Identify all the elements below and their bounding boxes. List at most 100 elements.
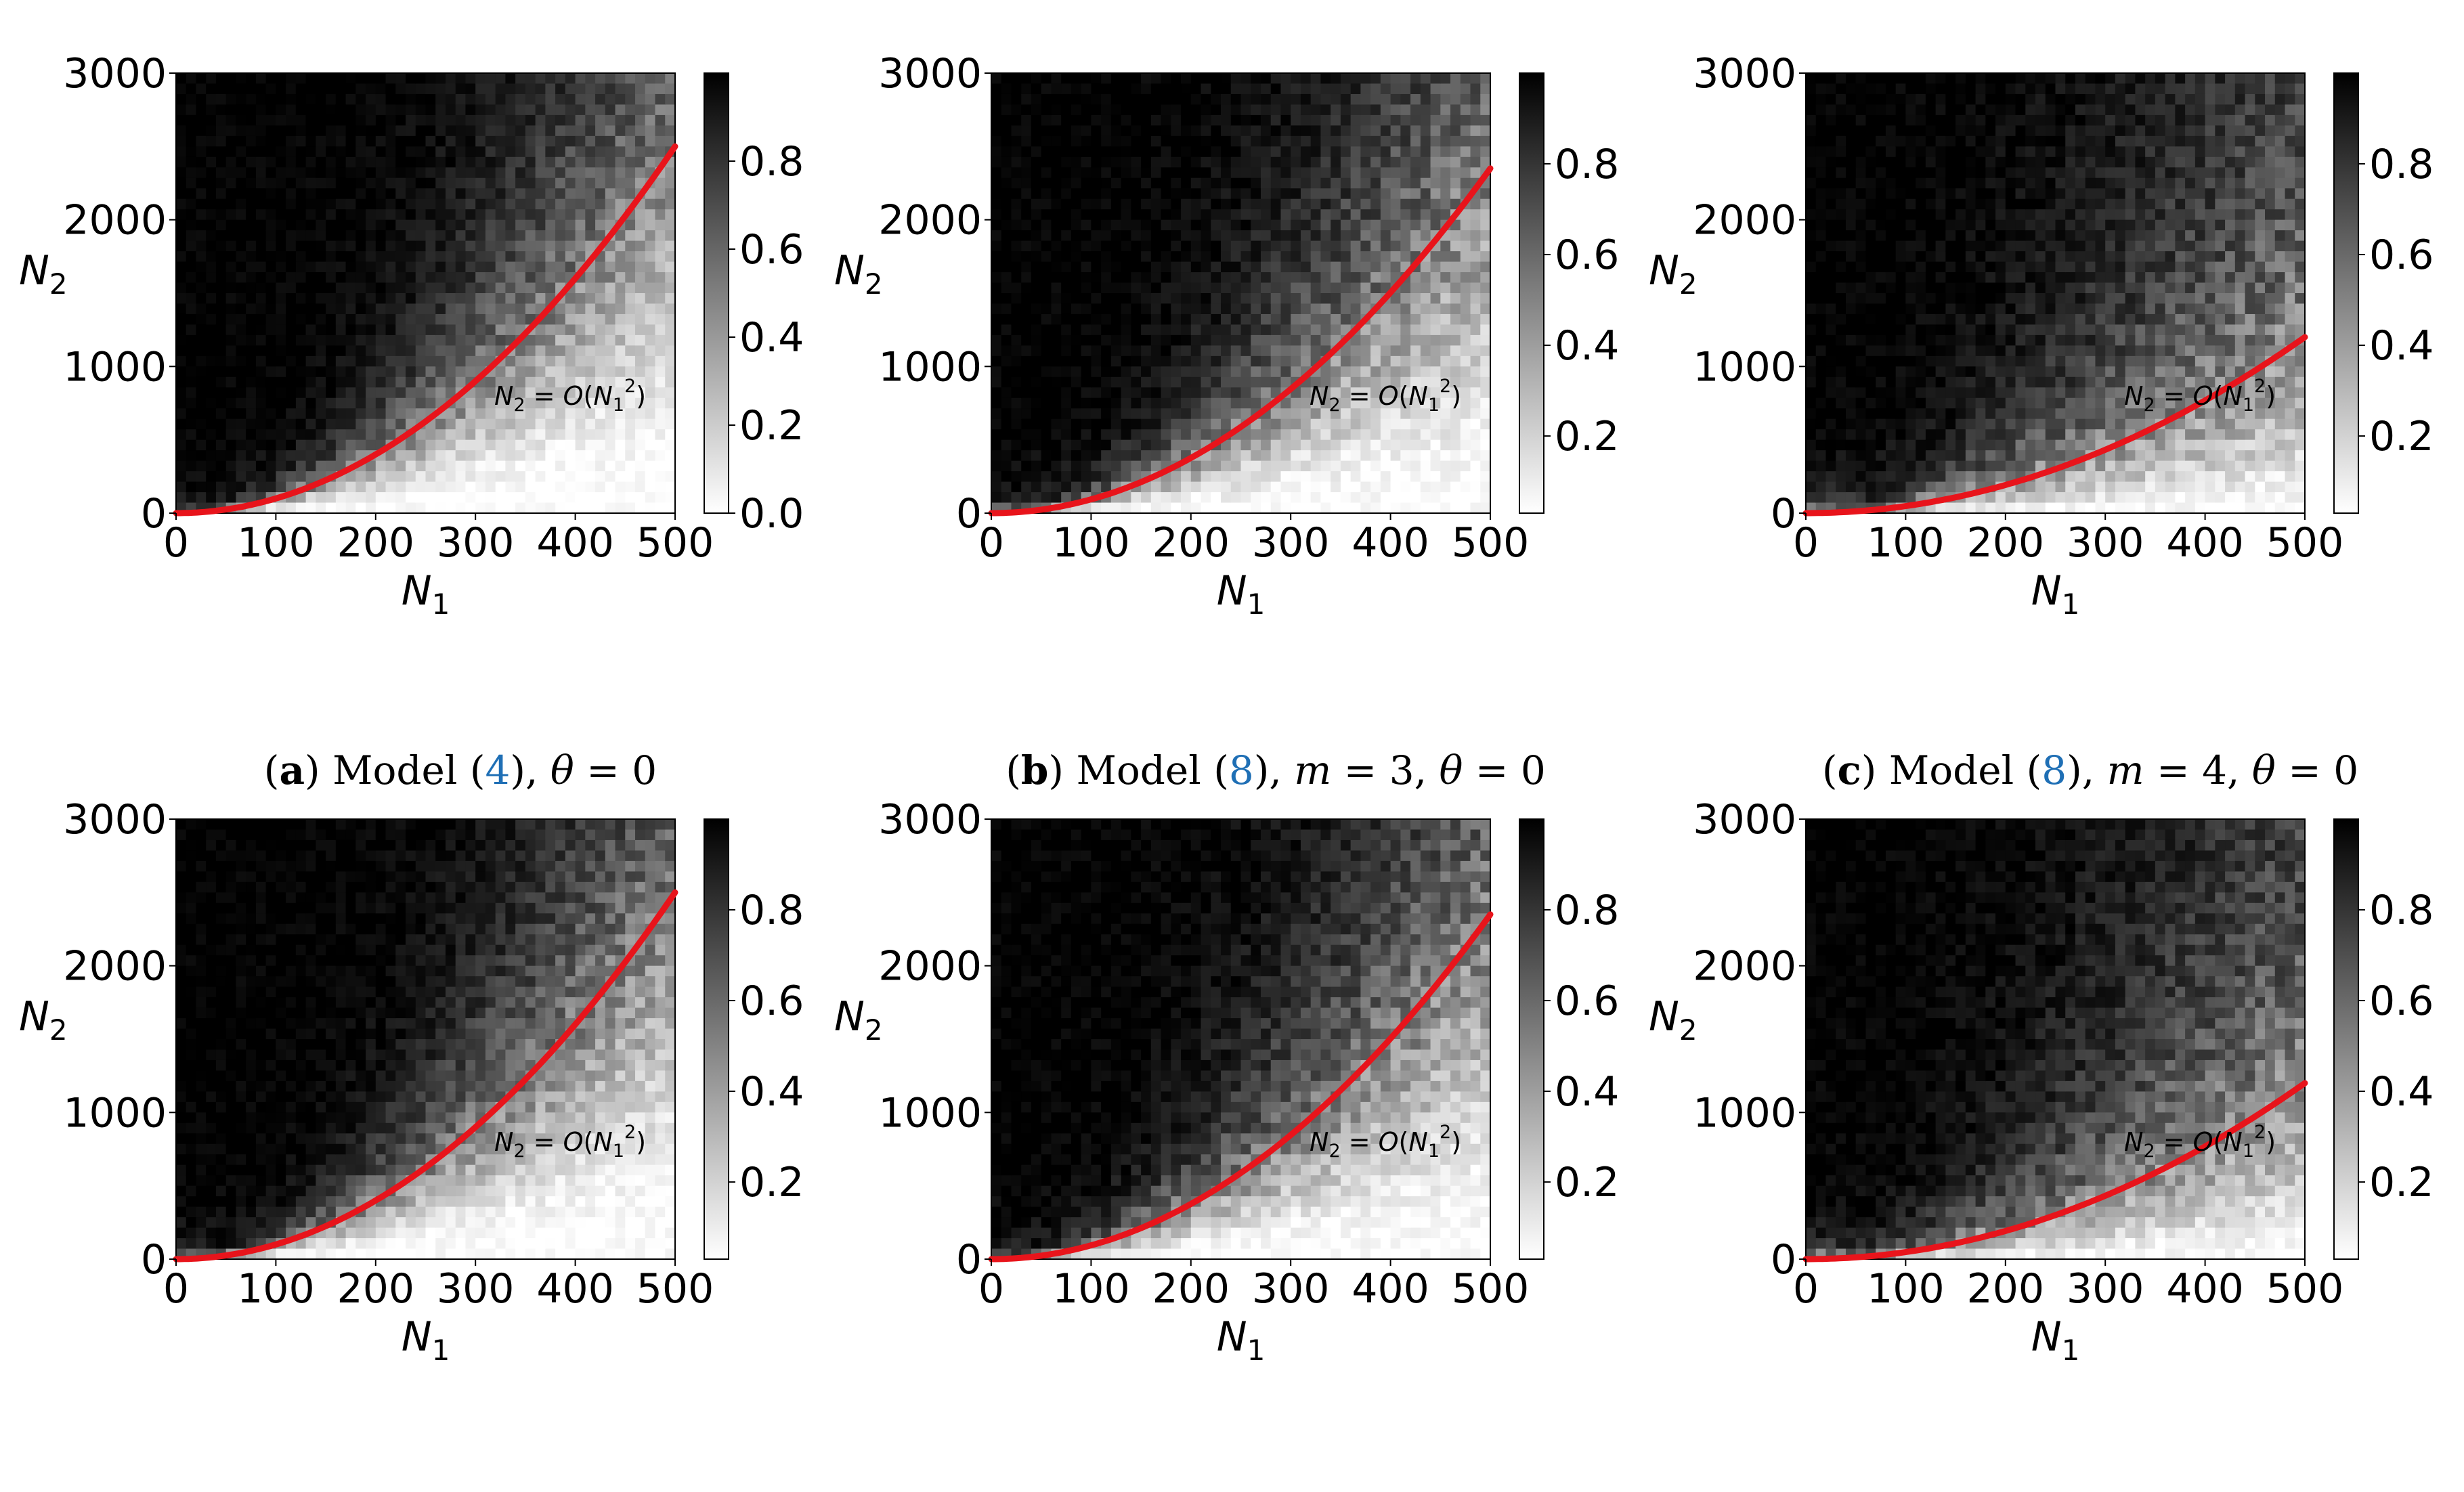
heatmap-cell (1310, 83, 1322, 95)
heatmap-cell (665, 460, 676, 472)
heatmap-cell (225, 125, 237, 137)
heatmap-cell (635, 240, 646, 252)
heatmap-cell (1021, 114, 1032, 126)
heatmap-cell (1825, 387, 1836, 399)
heatmap-cell (485, 188, 496, 200)
heatmap-cell (286, 114, 297, 126)
heatmap-cell (1331, 198, 1341, 210)
heatmap-cell (1380, 167, 1391, 179)
heatmap-cell (1925, 355, 1937, 367)
heatmap-cell (505, 293, 516, 305)
heatmap-cell (395, 93, 406, 106)
heatmap-cell (1171, 366, 1182, 378)
heatmap-cell (555, 355, 566, 367)
heatmap-cell (1480, 492, 1491, 504)
heatmap-cell (1091, 156, 1102, 168)
heatmap-cell (1300, 418, 1312, 430)
y-tick-label: 3000 (878, 50, 982, 97)
heatmap-cell (475, 156, 486, 168)
heatmap-cell (1955, 355, 1966, 367)
heatmap-cell (1360, 261, 1371, 273)
heatmap-cell (1101, 240, 1112, 252)
heatmap-cell (1270, 293, 1282, 305)
heatmap-cell (1420, 439, 1431, 451)
heatmap-cell (1430, 387, 1441, 399)
heatmap-cell (455, 293, 467, 305)
heatmap-cell (1081, 334, 1091, 346)
heatmap-cell (1836, 282, 1846, 294)
heatmap-cell (1270, 209, 1282, 221)
heatmap-cell (1916, 345, 1926, 357)
heatmap-cell (425, 481, 436, 493)
heatmap-cell (316, 355, 326, 367)
heatmap-cell (1430, 450, 1441, 462)
heatmap-cell (1815, 230, 1827, 242)
heatmap-cell (475, 355, 486, 367)
heatmap-cell (1865, 471, 1876, 483)
heatmap-cell (1270, 282, 1282, 294)
heatmap-cell (206, 83, 217, 95)
heatmap-cell (1876, 481, 1886, 493)
heatmap-cell (355, 439, 366, 451)
heatmap-cell (415, 429, 427, 441)
heatmap-cell (435, 303, 446, 315)
heatmap-cell (1211, 261, 1222, 273)
heatmap-cell (355, 230, 366, 242)
heatmap-cell (475, 481, 486, 493)
heatmap-cell (1001, 156, 1012, 168)
heatmap-cell (1815, 366, 1827, 378)
heatmap-cell (1965, 387, 1976, 399)
heatmap-cell (625, 146, 636, 158)
heatmap-cell (1916, 177, 1926, 189)
heatmap-cell (1181, 83, 1192, 95)
heatmap-cell (1825, 219, 1836, 231)
heatmap-cell (1171, 104, 1182, 116)
heatmap-cell (1221, 272, 1232, 284)
heatmap-cell (1041, 293, 1052, 305)
heatmap-cell (465, 114, 476, 126)
heatmap-cell (1380, 251, 1391, 263)
heatmap-cell (1925, 334, 1937, 346)
heatmap-cell (615, 230, 626, 242)
heatmap-cell (1240, 460, 1251, 472)
heatmap-cell (1470, 209, 1481, 221)
heatmap-cell (1141, 177, 1152, 189)
heatmap-cell (1031, 251, 1042, 263)
heatmap-cell (1340, 345, 1352, 357)
heatmap-cell (1350, 198, 1361, 210)
heatmap-cell (255, 104, 267, 116)
heatmap-cell (475, 272, 486, 284)
heatmap-cell (1181, 177, 1192, 189)
heatmap-cell (345, 73, 356, 85)
heatmap-cell (1300, 345, 1312, 357)
heatmap-cell (495, 251, 506, 263)
heatmap-cell (1965, 429, 1976, 441)
heatmap-cell (495, 188, 506, 200)
heatmap-cell (265, 408, 276, 420)
heatmap-cell (455, 471, 467, 483)
heatmap-cell (375, 230, 387, 242)
heatmap-cell (176, 251, 187, 263)
heatmap-cell (1965, 93, 1976, 106)
heatmap-cell (186, 125, 197, 137)
heatmap-cell (1101, 135, 1112, 147)
heatmap-cell (236, 492, 246, 504)
heatmap-cell (186, 188, 197, 200)
heatmap-cell (196, 114, 207, 126)
heatmap-cell (1480, 230, 1491, 242)
heatmap-cell (265, 198, 276, 210)
heatmap-cell (1480, 209, 1491, 221)
heatmap-cell (495, 282, 506, 294)
heatmap-cell (1815, 429, 1827, 441)
heatmap-cell (645, 261, 656, 273)
heatmap-cell (1061, 313, 1072, 326)
heatmap-cell (1935, 188, 1946, 200)
heatmap-cell (326, 177, 337, 189)
heatmap-cell (1965, 376, 1976, 388)
heatmap-cell (1240, 188, 1251, 200)
heatmap-cell (625, 303, 636, 315)
heatmap-cell (1815, 387, 1827, 399)
heatmap-cell (385, 114, 396, 126)
heatmap-cell (1171, 345, 1182, 357)
heatmap-cell (1320, 272, 1331, 284)
